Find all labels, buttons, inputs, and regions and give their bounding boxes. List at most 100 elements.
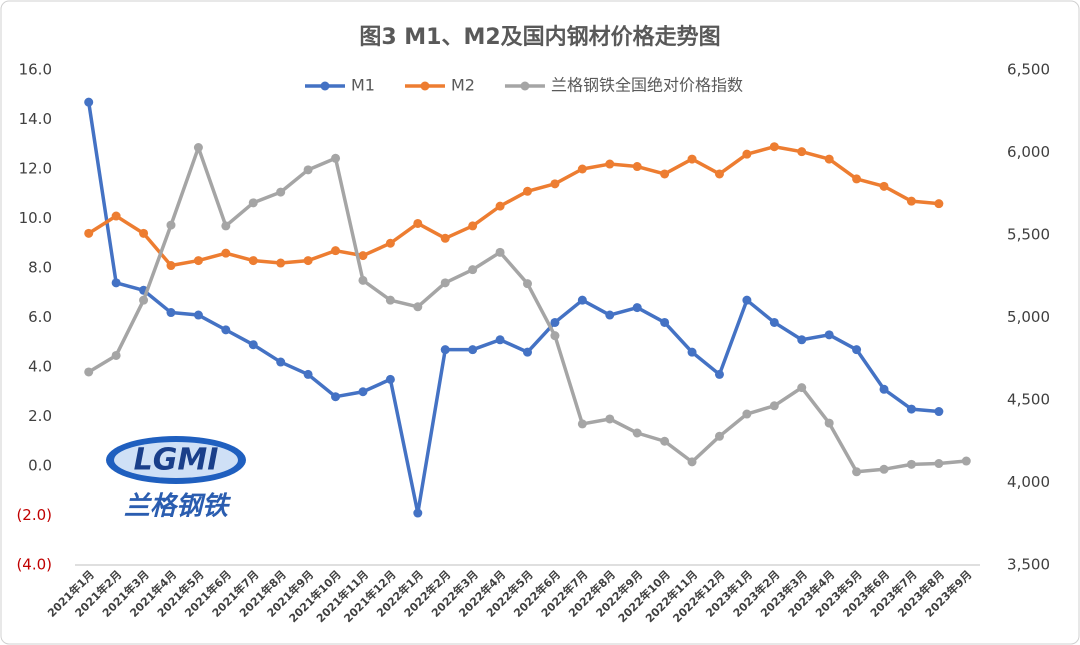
point — [468, 265, 478, 275]
point — [632, 428, 642, 438]
point — [879, 181, 889, 191]
point — [440, 278, 450, 288]
legend-label: M2 — [451, 76, 475, 95]
point — [577, 419, 587, 429]
point — [906, 404, 916, 414]
point — [413, 302, 423, 312]
point — [523, 186, 532, 196]
point — [577, 295, 587, 305]
point — [385, 374, 395, 384]
point — [358, 275, 368, 285]
y2-tick-label: 4,500 — [1007, 391, 1050, 409]
point — [605, 414, 615, 424]
point — [577, 164, 587, 174]
point — [769, 142, 779, 152]
point — [797, 147, 807, 157]
point — [824, 330, 834, 340]
point — [440, 233, 450, 243]
y-tick-label: 0.0 — [28, 457, 52, 475]
point — [550, 317, 560, 327]
point — [84, 97, 94, 107]
point — [276, 187, 286, 197]
point — [797, 383, 807, 393]
legend-marker — [520, 81, 530, 91]
point — [440, 345, 450, 355]
y-tick-label: 6.0 — [28, 308, 52, 326]
y-tick-label: 8.0 — [28, 259, 52, 277]
y-tick-label: 16.0 — [19, 61, 52, 79]
point — [84, 228, 94, 238]
point — [166, 220, 176, 230]
point — [660, 169, 670, 179]
point — [605, 310, 615, 320]
point — [303, 165, 313, 175]
logo-name: 兰格钢铁 — [124, 492, 232, 522]
legend-marker — [420, 81, 430, 91]
point — [331, 392, 341, 402]
point — [824, 154, 834, 164]
point — [413, 218, 423, 228]
point — [632, 162, 642, 172]
y-tick-label: (4.0) — [16, 556, 52, 574]
y-tick-label: (2.0) — [16, 506, 52, 524]
point — [385, 295, 395, 305]
point — [385, 238, 395, 248]
point — [769, 401, 779, 411]
legend-label: M1 — [351, 76, 375, 95]
point — [111, 350, 121, 360]
legend-marker — [320, 81, 330, 91]
point — [879, 384, 889, 394]
chart-title: 图3 M1、M2及国内钢材价格走势图 — [359, 24, 720, 50]
point — [742, 409, 752, 419]
point — [468, 221, 478, 231]
point — [852, 345, 862, 355]
point — [714, 369, 724, 379]
point — [523, 279, 532, 289]
point — [660, 436, 670, 446]
point — [84, 367, 94, 377]
legend-label: 兰格钢铁全国绝对价格指数 — [551, 76, 743, 95]
point — [495, 335, 505, 345]
point — [331, 153, 341, 163]
point — [193, 310, 203, 320]
point — [358, 251, 368, 261]
point — [221, 325, 231, 335]
point — [550, 331, 560, 341]
point — [742, 295, 752, 305]
point — [660, 317, 670, 327]
point — [248, 340, 258, 350]
point — [934, 459, 944, 469]
point — [276, 258, 286, 268]
point — [879, 464, 889, 474]
point — [139, 295, 149, 305]
y-tick-label: 14.0 — [19, 110, 52, 128]
logo-inner — [114, 442, 238, 478]
point — [714, 169, 724, 179]
point — [193, 256, 203, 266]
y2-tick-label: 5,500 — [1007, 226, 1050, 244]
point — [221, 221, 231, 231]
point — [687, 154, 697, 164]
point — [934, 407, 944, 417]
y-tick-label: 4.0 — [28, 358, 52, 376]
point — [714, 431, 724, 441]
point — [331, 246, 341, 256]
point — [906, 196, 916, 206]
point — [139, 228, 149, 238]
point — [769, 317, 779, 327]
point — [468, 345, 478, 355]
point — [303, 369, 313, 379]
point — [111, 211, 121, 221]
point — [852, 467, 862, 477]
point — [852, 174, 862, 184]
point — [906, 459, 916, 469]
y2-tick-label: 4,000 — [1007, 473, 1050, 491]
point — [221, 248, 231, 258]
point — [303, 256, 313, 266]
point — [166, 308, 176, 318]
point — [248, 256, 258, 266]
y2-tick-label: 5,000 — [1007, 308, 1050, 326]
point — [495, 201, 505, 211]
